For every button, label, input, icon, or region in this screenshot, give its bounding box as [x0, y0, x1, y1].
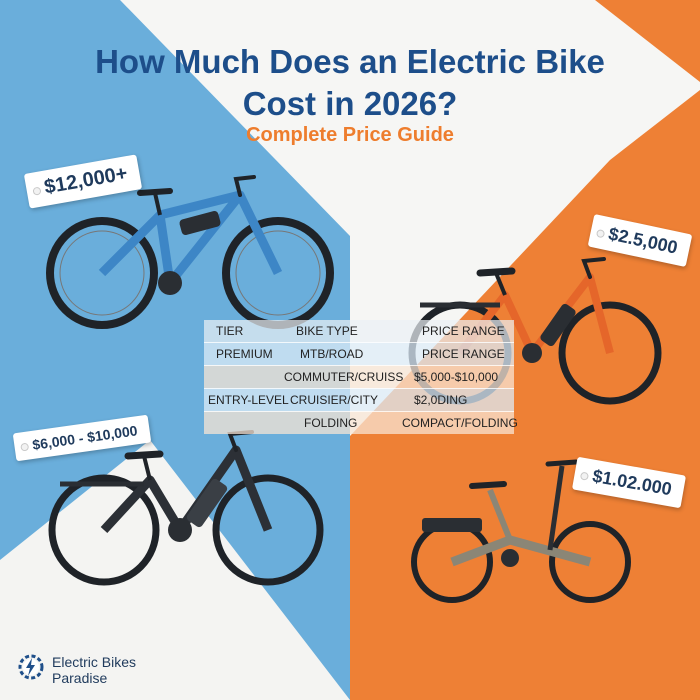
- table-cell: PRICE RANGE: [422, 347, 505, 361]
- brand-name-line1: Electric Bikes: [52, 654, 137, 670]
- bolt-gear-icon: [18, 654, 44, 680]
- table-header-tier: TIER: [216, 324, 244, 338]
- page-title-line2: Cost in 2026?: [242, 85, 458, 122]
- table-header-row: TIER BIKE TYPE PRICE RANGE: [204, 320, 514, 342]
- brand-name: Electric Bikes Paradise: [52, 654, 172, 686]
- table-header-bike-type: BIKE TYPE: [296, 324, 358, 338]
- folding-ebike-icon: [411, 459, 631, 603]
- page-subtitle: Complete Price Guide: [246, 124, 454, 146]
- table-row: COMMUTER/CRUISS $5,000-$10,000: [204, 365, 514, 388]
- table-cell: COMPACT/FOLDING: [402, 416, 518, 430]
- table-header-price-range: PRICE RANGE: [422, 324, 505, 338]
- page-title-line1: How Much Does an Electric Bike: [95, 43, 605, 80]
- city-ebike-icon: [48, 430, 324, 586]
- table-row: FOLDING COMPACT/FOLDING: [204, 411, 518, 434]
- table-cell: $5,000-$10,000: [414, 370, 499, 384]
- orange-top-right: [595, 0, 700, 82]
- mountain-ebike-icon: [46, 175, 334, 329]
- table-cell: PREMIUM: [216, 347, 273, 361]
- price-table: TIER BIKE TYPE PRICE RANGE PREMIUM MTB/R…: [204, 320, 518, 434]
- table-row: ENTRY-LEVEL CRUISIER/CITY $2,0DING: [204, 388, 514, 411]
- table-cell: COMMUTER/CRUISS: [284, 370, 404, 384]
- table-row: PREMIUM MTB/ROAD PRICE RANGE: [204, 342, 514, 365]
- table-cell: $2,0DING: [414, 393, 468, 407]
- table-cell: MTB/ROAD: [300, 347, 364, 361]
- white-wedge: [0, 440, 350, 700]
- brand-name-line2: Paradise: [52, 670, 108, 686]
- table-cell: CRUISIER/CITY: [290, 393, 379, 407]
- table-cell: ENTRY-LEVEL: [208, 393, 289, 407]
- table-cell: FOLDING: [304, 416, 358, 430]
